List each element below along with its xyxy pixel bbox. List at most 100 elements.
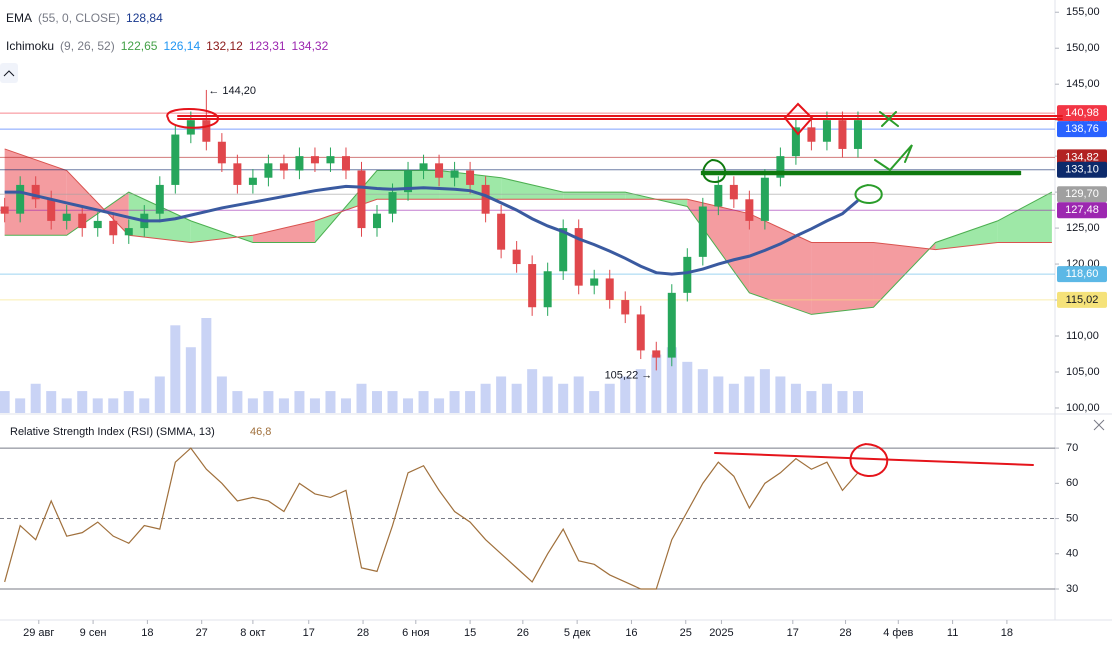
volume-bar	[558, 383, 569, 413]
hand-drawing	[166, 102, 1063, 478]
candle-body	[528, 264, 537, 308]
candle-body	[357, 170, 366, 229]
candle-body	[481, 184, 490, 214]
candle-body	[326, 156, 335, 164]
candle-body	[233, 163, 242, 185]
y-tick-label: 100,00	[1066, 402, 1100, 414]
rsi-title: Relative Strength Index (RSI) (SMMA, 13)	[10, 426, 215, 438]
volume-bar	[480, 383, 491, 413]
volume-bar	[790, 383, 801, 413]
volume-bar	[852, 391, 863, 413]
collapse-button-bg[interactable]	[0, 63, 18, 83]
volume-bar	[713, 376, 724, 413]
drawn-green-cross	[879, 111, 899, 127]
x-tick-label: 26	[517, 627, 529, 639]
x-tick-label: 18	[141, 627, 153, 639]
x-tick-label: 4 фев	[883, 627, 913, 639]
volume-bar	[309, 398, 320, 413]
y-tick-label: 105,00	[1066, 366, 1100, 378]
candle-body	[760, 177, 769, 221]
candle-body	[388, 192, 397, 214]
price-label: 140,98	[1065, 107, 1099, 119]
cloud-fill	[252, 220, 315, 243]
collapse-icon[interactable]	[3, 70, 15, 77]
candle-body	[807, 127, 816, 142]
legend-params: (55, 0, CLOSE)	[38, 11, 121, 25]
candle-body	[279, 163, 288, 171]
candle-body	[62, 213, 71, 221]
legend-row: Ichimoku (9, 26, 52) 122,65 126,14 132,12 123…	[6, 38, 334, 66]
candle-body	[248, 177, 257, 185]
volume-bar	[527, 369, 538, 413]
x-tick-label: 11	[947, 627, 958, 639]
volume-bar	[294, 391, 305, 413]
cloud-fill	[997, 192, 1052, 243]
candle-body	[109, 220, 118, 236]
cloud-fill	[563, 192, 626, 200]
volume-bar	[263, 391, 274, 413]
volume-bar	[620, 376, 631, 413]
candle-body	[574, 228, 583, 286]
volume-bar	[77, 391, 88, 413]
y-tick-label: 110,00	[1066, 330, 1099, 342]
volume-bar	[651, 354, 662, 413]
rsi-line	[4, 447, 859, 590]
candle-body	[667, 292, 676, 358]
y-tick-label: 40	[1066, 548, 1078, 560]
volume-layer	[0, 318, 863, 413]
price-label-bg	[1057, 291, 1107, 308]
legend-value: 134,32	[291, 39, 329, 53]
volume-bar	[61, 398, 72, 413]
rsi-value: 46,8	[250, 426, 271, 438]
volume-bar	[449, 391, 460, 413]
candle-body	[295, 156, 304, 171]
candle-body	[155, 184, 164, 214]
candle-body	[621, 300, 630, 315]
volume-bar	[0, 391, 10, 413]
price-label-bg	[1057, 105, 1107, 122]
x-tick-label: 5 дек	[564, 627, 591, 639]
volume-bar	[247, 398, 258, 413]
x-tick-label: 29 авг	[23, 627, 54, 639]
volume-bar	[635, 369, 646, 413]
volume-bar	[775, 376, 786, 413]
volume-bar	[154, 376, 165, 413]
price-label-bg	[1057, 121, 1107, 138]
volume-bar	[697, 369, 708, 413]
candle-body	[124, 228, 133, 236]
candle-body	[559, 228, 568, 272]
volume-bar	[589, 391, 600, 413]
y-tick-label: 150,00	[1066, 42, 1100, 54]
legend-value: 128,84	[126, 11, 163, 25]
x-tick-label: 17	[787, 627, 799, 639]
y-tick-label: 155,00	[1066, 6, 1100, 18]
volume-bar	[573, 376, 584, 413]
x-tick-label: 2025	[709, 627, 733, 639]
candle-body	[0, 206, 9, 214]
y-tick-label: 70	[1066, 442, 1078, 454]
volume-bar	[759, 369, 770, 413]
price-label-bg	[1057, 266, 1107, 283]
candle-body	[217, 141, 226, 164]
volume-bar	[496, 376, 507, 413]
volume-bar	[372, 391, 383, 413]
x-tick-label: 18	[1001, 627, 1013, 639]
volume-bar	[201, 318, 212, 413]
price-label: 129,70	[1065, 188, 1099, 200]
x-tick-label: 8 окт	[240, 627, 265, 639]
legend-name: Ichimoku	[6, 39, 55, 53]
collapse-button[interactable]	[0, 63, 18, 83]
x-tick-label: 15	[464, 627, 476, 639]
candle-body	[853, 120, 862, 149]
volume-bar	[15, 398, 26, 413]
candle-body	[171, 134, 180, 185]
candle-body	[435, 163, 444, 178]
candle-body	[373, 213, 382, 229]
volume-bar	[666, 347, 677, 413]
volume-bar	[232, 391, 243, 413]
drawn-green-check	[874, 144, 913, 172]
volume-bar	[356, 383, 367, 413]
close-pane-icon[interactable]	[1093, 419, 1105, 431]
price-label: 127,48	[1065, 204, 1099, 216]
